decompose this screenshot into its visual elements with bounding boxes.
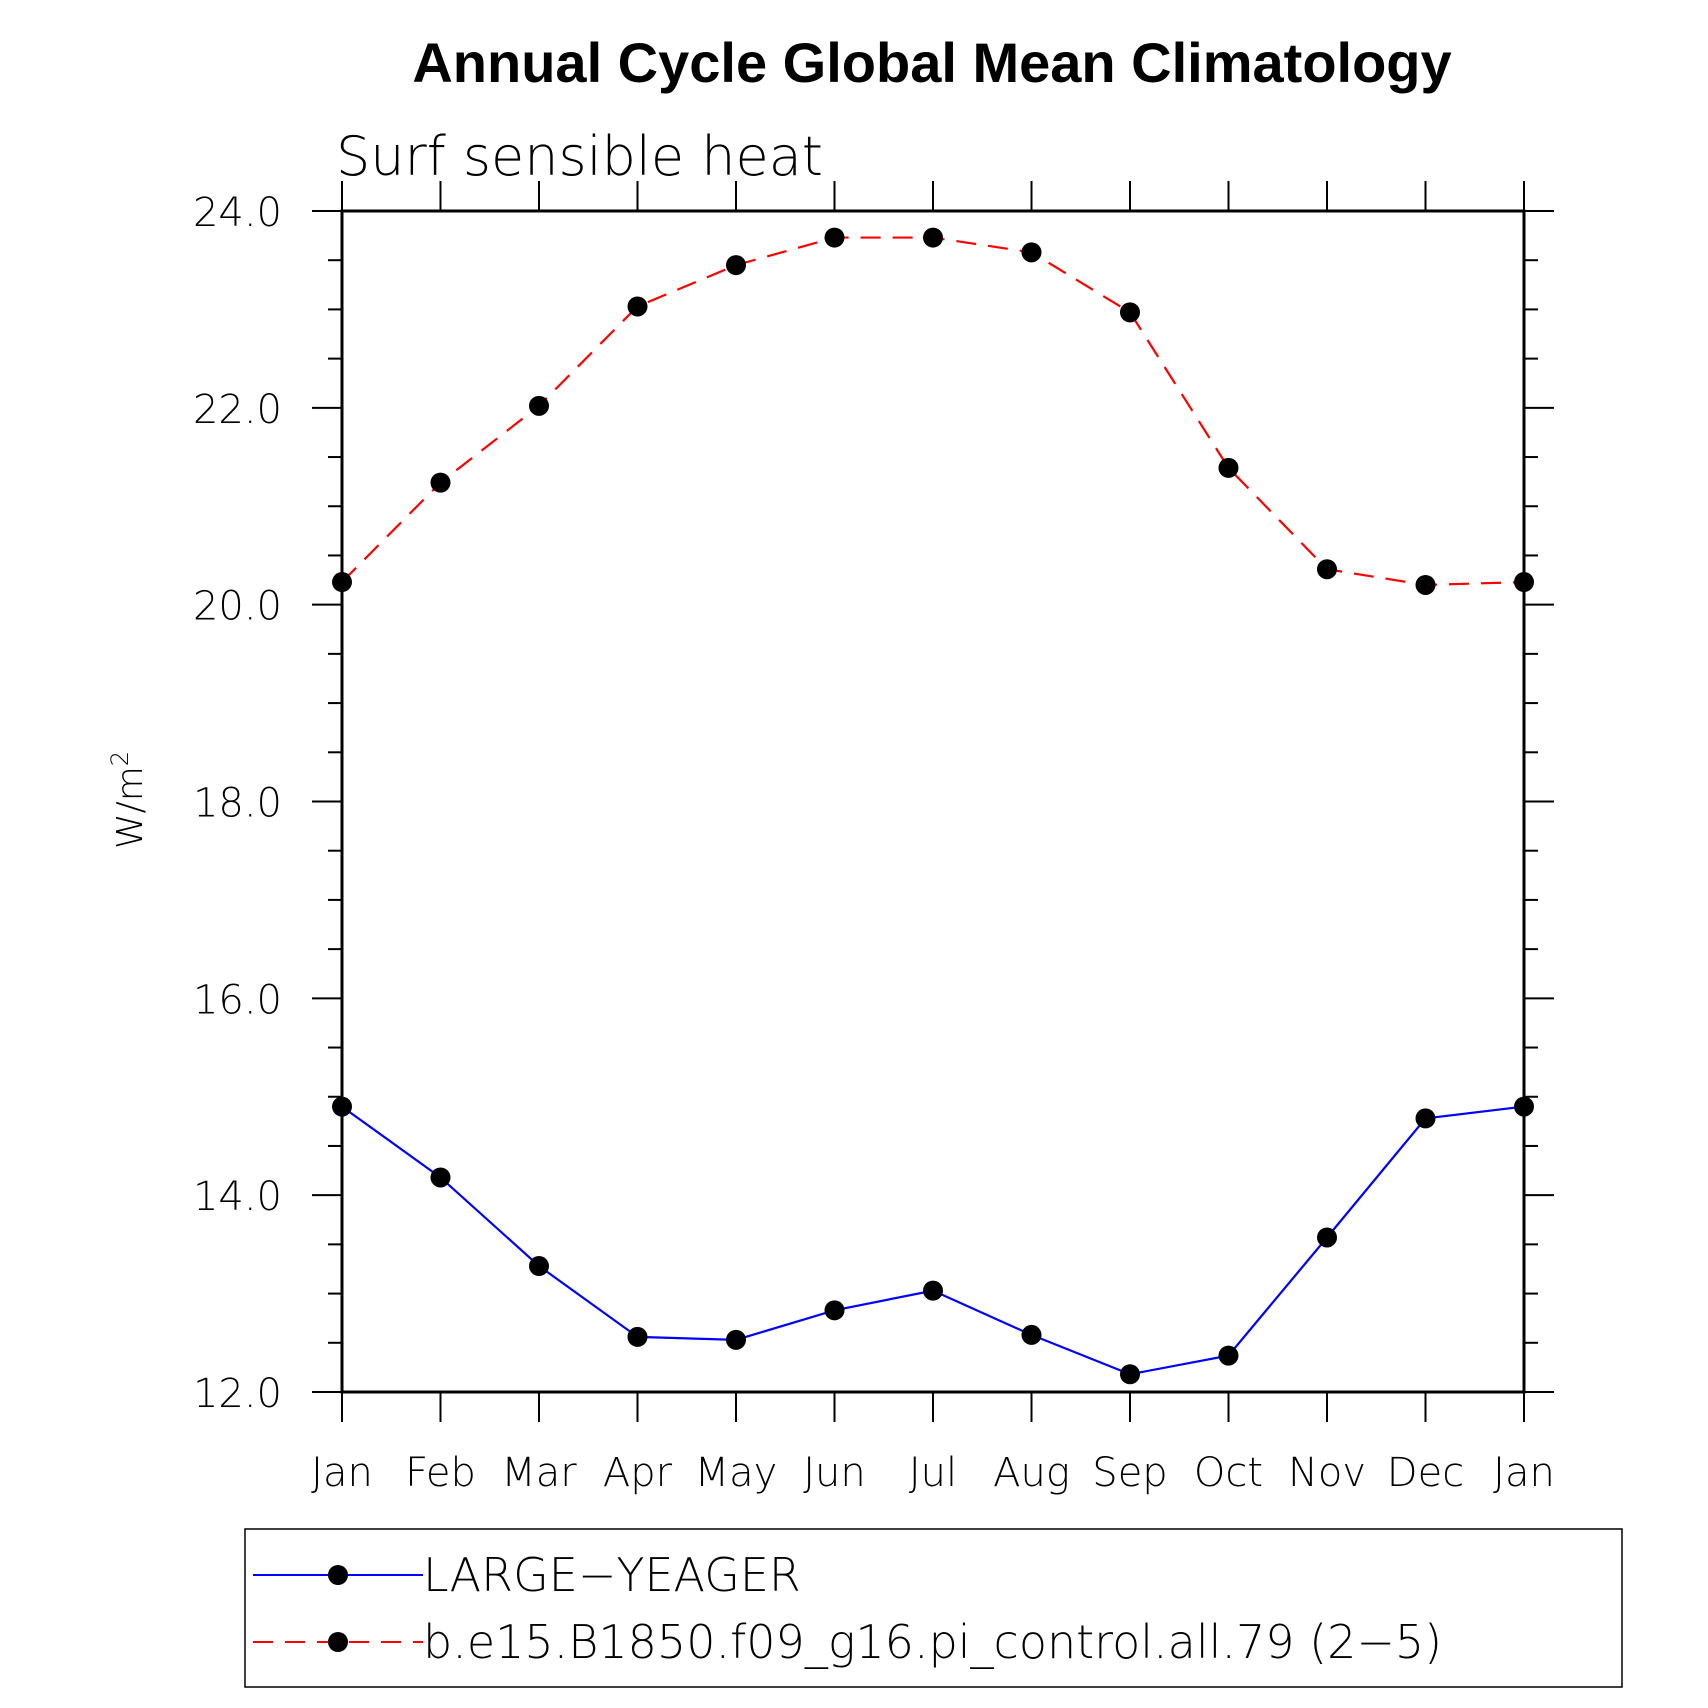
y-axis-label: W/m2: [106, 751, 151, 849]
x-tick-label: May: [695, 1450, 778, 1496]
series-0-point: [1317, 1227, 1337, 1248]
x-tick-label: Jan: [311, 1450, 373, 1496]
chart-title: Annual Cycle Global Mean Climatology: [412, 31, 1451, 94]
series-1-point: [1317, 559, 1337, 580]
series-1-point: [430, 472, 451, 493]
series-layer: [332, 227, 1534, 1385]
series-1-point: [627, 296, 648, 317]
series-1-point: [923, 227, 943, 248]
x-tick-label: Dec: [1387, 1450, 1464, 1496]
series-0-point: [529, 1256, 549, 1277]
y-axis-label-base: W/m: [110, 766, 151, 849]
series-1-point: [1120, 302, 1140, 323]
x-tick-label: Mar: [501, 1450, 577, 1496]
y-tick-label: 12.0: [193, 1371, 282, 1417]
y-axis-label-superscript: 2: [106, 751, 134, 766]
x-tick-label: Aug: [993, 1450, 1070, 1496]
legend-label-pi-control: b.e15.B1850.f09_g16.pi_control.all.79 (2…: [423, 1615, 1442, 1669]
series-0-point: [332, 1096, 352, 1117]
chart-subtitle: Surf sensible heat: [336, 125, 823, 188]
x-tick-label: Jan: [1493, 1450, 1555, 1496]
series-1-point: [1415, 574, 1436, 595]
series-1-point: [1514, 572, 1534, 593]
x-tick-label: Sep: [1092, 1450, 1167, 1496]
series-0-point: [627, 1326, 648, 1347]
series-line-1: [341, 236, 1525, 587]
series-0-point: [824, 1300, 845, 1321]
y-tick-label: 20.0: [193, 584, 282, 630]
y-axis-ticks: 12.0 14.0 16.0 18.0 20.0 22.0 24.0: [193, 190, 1554, 1417]
legend-marker-pi-control: [328, 1632, 348, 1652]
series-0-point: [1218, 1345, 1239, 1366]
x-tick-label: Jul: [909, 1450, 957, 1496]
y-tick-label: 18.0: [193, 781, 282, 827]
x-tick-label: Jun: [803, 1450, 866, 1496]
series-0-point: [1120, 1364, 1140, 1385]
series-1-point: [726, 255, 746, 276]
series-0-point: [430, 1167, 451, 1188]
y-tick-label: 16.0: [193, 977, 282, 1023]
series-1-point: [824, 227, 845, 248]
legend-box: [244, 1528, 1623, 1688]
series-0-point: [1021, 1324, 1042, 1345]
series-0-point: [1514, 1096, 1534, 1117]
x-axis-ticks: Jan Feb Mar Apr May Jun Jul Aug Sep Oct Nov Dec Jan: [311, 181, 1555, 1496]
x-tick-label: Feb: [405, 1450, 476, 1496]
series-1-point: [1021, 242, 1042, 263]
series-0-point: [1415, 1108, 1436, 1129]
y-tick-label: 24.0: [193, 190, 282, 236]
series-line-0: [341, 1105, 1525, 1376]
series-0-point: [726, 1329, 746, 1350]
y-tick-label: 22.0: [193, 387, 282, 433]
series-1-point: [529, 395, 549, 416]
legend-marker-large-yeager: [328, 1565, 348, 1585]
x-tick-label: Apr: [603, 1450, 673, 1496]
series-1-point: [332, 572, 352, 593]
series-1-point: [1218, 457, 1239, 478]
legend-label-large-yeager: LARGE−YEAGER: [423, 1548, 801, 1602]
y-tick-label: 14.0: [193, 1174, 282, 1220]
series-0-point: [923, 1280, 943, 1301]
x-tick-label: Nov: [1288, 1450, 1366, 1496]
x-tick-label: Oct: [1194, 1450, 1263, 1496]
